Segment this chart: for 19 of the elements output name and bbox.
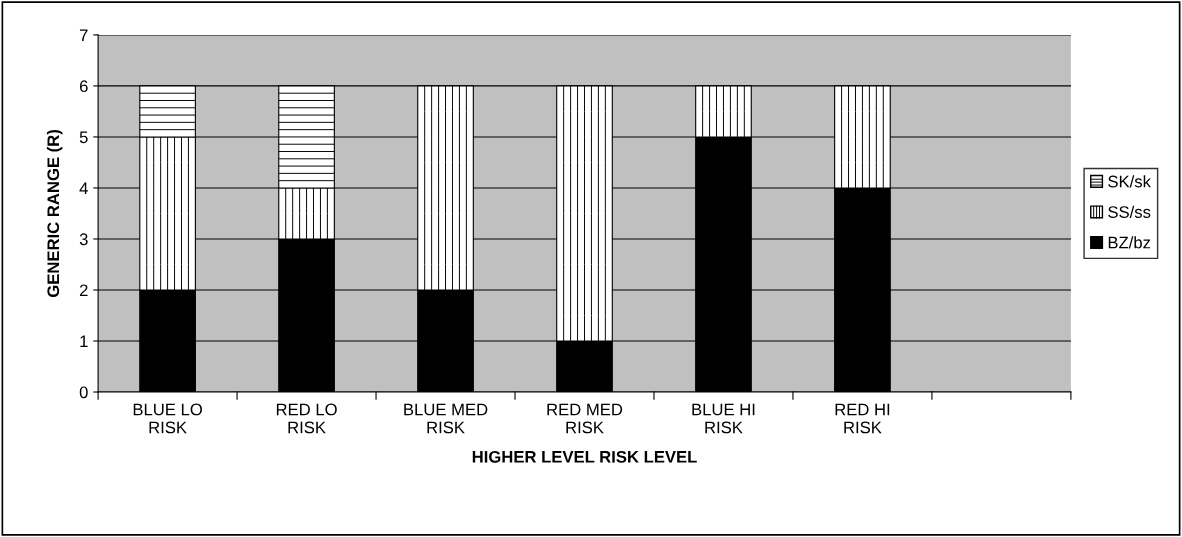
y-tick-label: 5 — [79, 131, 88, 144]
y-tick-label: 3 — [79, 233, 88, 246]
legend-label: BZ/bz — [1108, 236, 1151, 249]
x-axis-title: HIGHER LEVEL RISK LEVEL — [472, 450, 697, 463]
x-tick-label: BLUE HI RISK — [692, 403, 755, 434]
x-tick-label: RED HI RISK — [835, 403, 890, 434]
y-tick-label: 1 — [80, 335, 88, 348]
legend-label: SS/ss — [1108, 205, 1151, 218]
x-tick-label: RED LO RISK — [276, 403, 337, 434]
y-tick-label: 6 — [79, 80, 88, 93]
legend-label: SK/sk — [1108, 175, 1151, 188]
y-tick-label: 4 — [79, 182, 88, 194]
y-axis-title: GENERIC RANGE (R) — [46, 130, 63, 298]
y-tick-label: 7 — [79, 29, 88, 41]
x-tick-label: BLUE LO RISK — [133, 403, 202, 434]
x-tick-label: BLUE MED RISK — [404, 403, 488, 434]
y-tick-label: 0 — [79, 386, 88, 399]
y-tick-label: 2 — [79, 284, 88, 297]
x-tick-label: RED MED RISK — [547, 403, 623, 434]
